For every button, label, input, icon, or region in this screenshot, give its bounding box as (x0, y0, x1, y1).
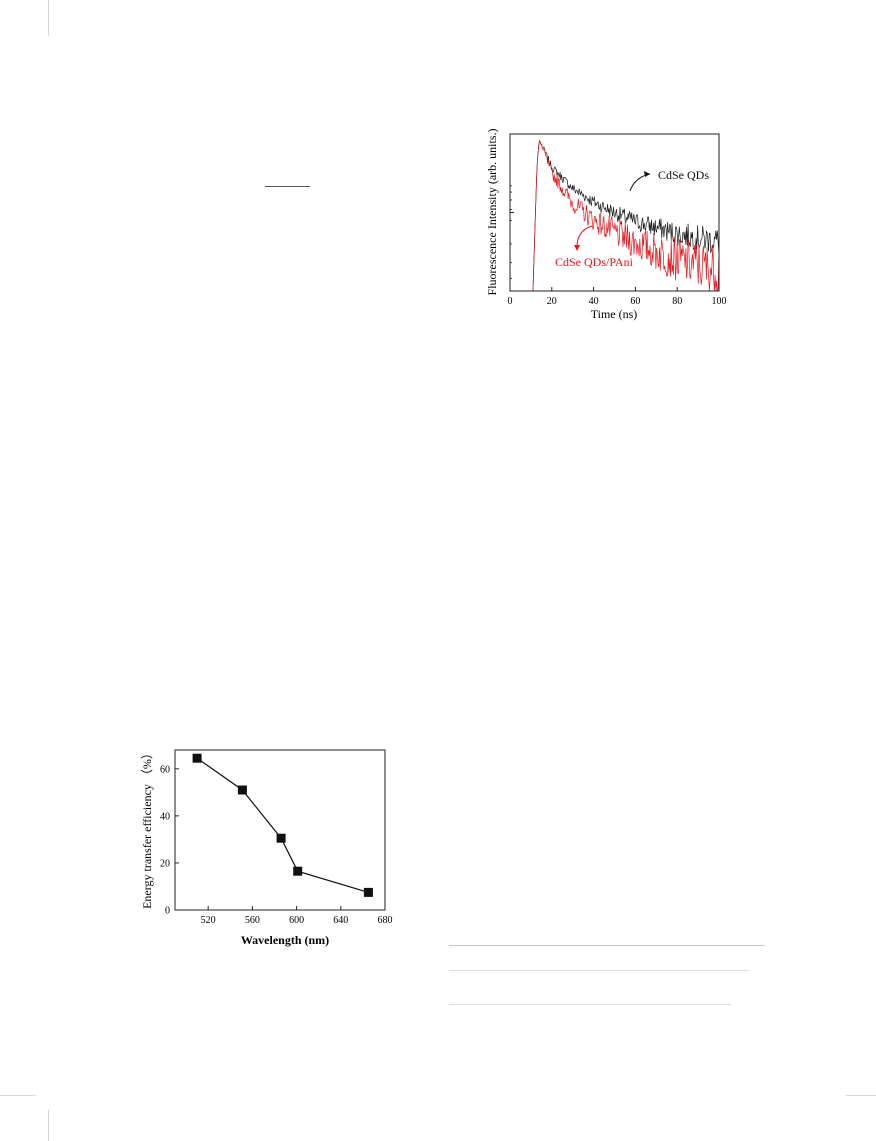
arrow-head-cdse-qds (644, 171, 650, 177)
crop-mark-top (48, 0, 49, 36)
y-tick-label: 20 (160, 858, 170, 869)
x-tick-label: 20 (547, 296, 557, 307)
ylabel: Energy transfer efficiency （%） (140, 747, 154, 909)
energy-transfer-chart: 520 560 600 640 680 0 20 40 60 Energy transfer e… (140, 747, 393, 947)
x-tick-label: 680 (378, 915, 393, 926)
ylabel: Fluorescence Intensity (arb. units.) (485, 129, 499, 296)
crop-mark-bottom-left (0, 1095, 36, 1096)
fragment-line (265, 186, 310, 187)
data-point-marker (237, 785, 247, 795)
x-tick-label: 40 (589, 296, 599, 307)
x-tick-label: 0 (508, 296, 513, 307)
arrow-cdse-qds (629, 173, 651, 192)
xlabel: Wavelength (nm) (241, 933, 329, 947)
x-tick-label: 560 (245, 915, 260, 926)
y-tick-label: 0 (165, 906, 170, 917)
crop-mark-bottom-right (846, 1095, 876, 1096)
x-tick-label: 80 (672, 296, 682, 307)
series-line (196, 757, 369, 893)
annotation-cdse-qds-pani: CdSe QDs/PAni (555, 255, 634, 269)
arrow-head-cdse-qds-pani (574, 245, 580, 251)
table-rule-2 (449, 970, 749, 971)
table-rule-3 (449, 1004, 731, 1005)
annotation-cdse-qds: CdSe QDs (658, 168, 709, 182)
crop-mark-bottom-vertical (48, 1110, 49, 1141)
x-tick-label: 60 (630, 296, 640, 307)
fluorescence-decay-chart: 0 20 40 60 80 100 Fluorescence Intensity (arb… (485, 129, 727, 321)
plot-frame (174, 749, 386, 911)
x-tick-label: 600 (289, 915, 304, 926)
y-tick-label: 40 (160, 811, 170, 822)
data-point-marker (192, 753, 202, 763)
table-rule-1 (449, 945, 765, 946)
data-point-marker (363, 887, 373, 897)
series-line (532, 139, 720, 292)
x-tick-label: 520 (201, 915, 216, 926)
x-tick-label: 640 (333, 915, 348, 926)
y-tick-label: 60 (160, 764, 170, 775)
xlabel: Time (ns) (591, 307, 638, 321)
x-tick-label: 100 (712, 296, 727, 307)
data-point-marker (293, 866, 303, 876)
data-point-marker (276, 833, 286, 843)
series-line (532, 139, 720, 292)
